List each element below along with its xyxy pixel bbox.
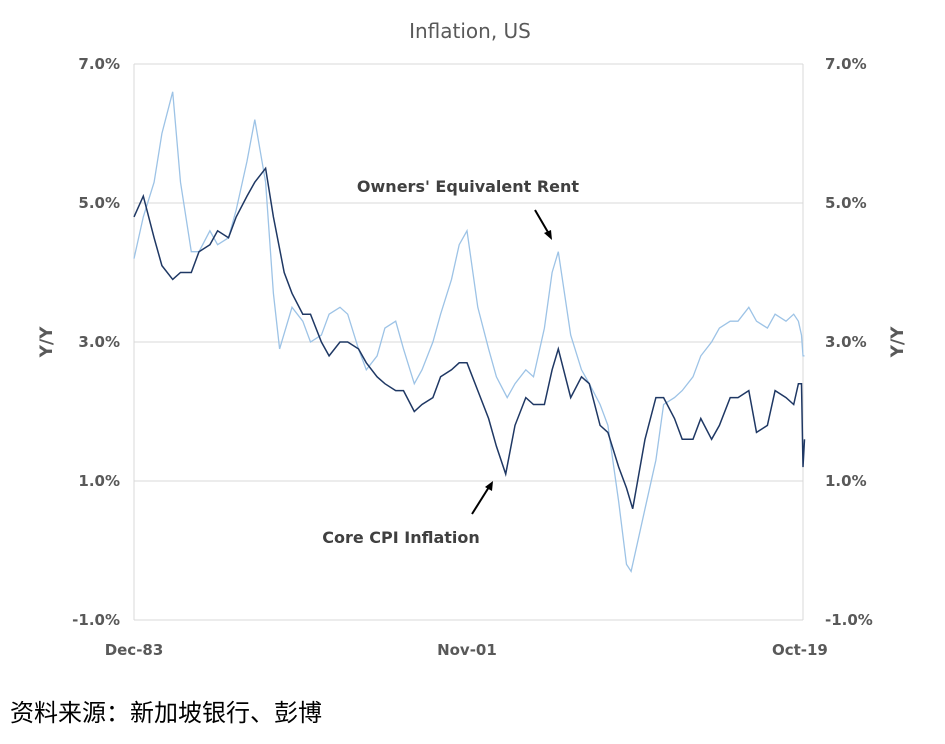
right-y-axis-label: Y/Y (888, 326, 908, 359)
annotation-core-cpi-inflation: Core CPI Inflation (322, 528, 480, 547)
x-tick-label: Dec-83 (105, 641, 164, 659)
y-tick-label-right: 5.0% (825, 194, 867, 212)
x-tick-labels: Dec-83 Nov-01 Oct-19 (105, 641, 828, 659)
annotation-arrow-oer (534, 209, 552, 240)
annotation-owners-equivalent-rent: Owners' Equivalent Rent (357, 177, 580, 196)
chart-title: Inflation, US (409, 19, 531, 43)
line-chart: Inflation, US 7.0% 5.0% 3.0% 1.0% -1.0% 7.0%… (37, 19, 908, 659)
left-y-tick-labels: 7.0% 5.0% 3.0% 1.0% -1.0% (72, 55, 120, 629)
x-tick-label: Nov-01 (437, 641, 497, 659)
annotation-arrow-core (471, 481, 493, 515)
left-y-axis-label: Y/Y (37, 326, 57, 359)
y-tick-label-left: 5.0% (78, 194, 120, 212)
right-y-tick-labels: 7.0% 5.0% 3.0% 1.0% -1.0% (825, 55, 873, 629)
y-tick-label-left: 3.0% (78, 333, 120, 351)
y-tick-label-right: 1.0% (825, 472, 867, 490)
y-tick-label-right: 3.0% (825, 333, 867, 351)
y-tick-label-right: 7.0% (825, 55, 867, 73)
x-tick-label: Oct-19 (772, 641, 828, 659)
series-core-cpi-line (133, 166, 806, 510)
y-tick-label-left: 1.0% (78, 472, 120, 490)
y-tick-label-left: 7.0% (78, 55, 120, 73)
source-note: 资料来源：新加坡银行、彭博 (10, 699, 322, 727)
series-owners-equivalent-rent-line (133, 91, 805, 574)
y-tick-label-left: -1.0% (72, 611, 120, 629)
y-tick-label-right: -1.0% (825, 611, 873, 629)
